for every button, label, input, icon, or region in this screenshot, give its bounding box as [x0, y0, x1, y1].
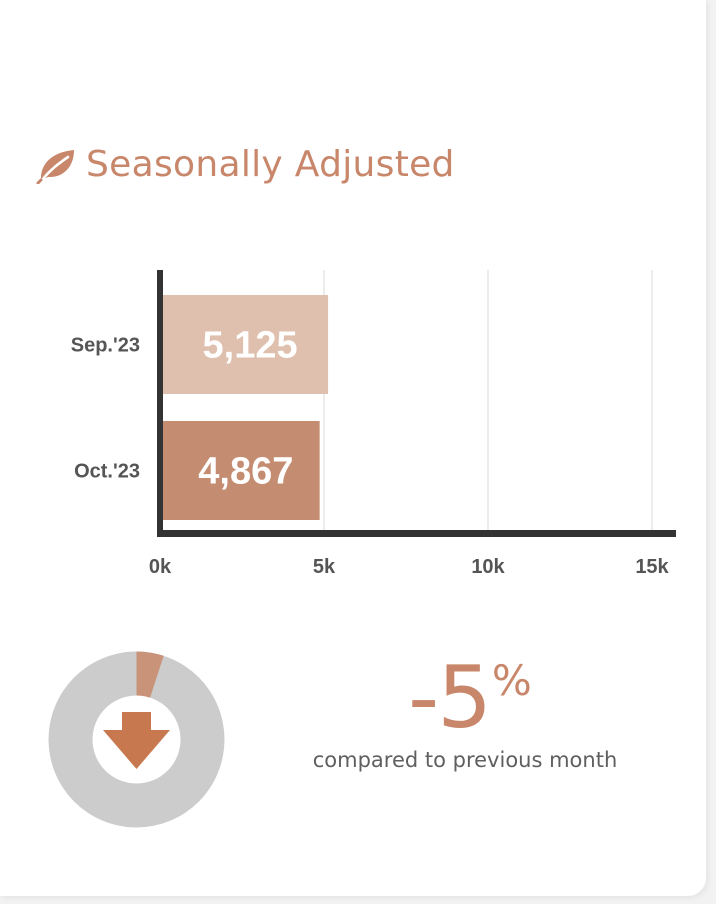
bar-data-label: 4,867: [198, 451, 293, 493]
bar-chart: 5,125 Sep.'23 4,867 Oct.'23 0k 5k 10k 15k: [71, 270, 676, 578]
bar: [163, 421, 320, 520]
section-header: Seasonally Adjusted: [36, 136, 455, 192]
x-tick-label: 0k: [149, 556, 172, 578]
x-tick-label: 5k: [313, 556, 336, 578]
card: Seasonally Adjusted 5,125 Sep.'23 4,867 Oct…: [0, 0, 706, 896]
change-percentage: -5%: [380, 650, 560, 746]
down-arrow-icon: [103, 712, 170, 769]
y-axis-line: [157, 270, 163, 537]
percent-sign: %: [491, 656, 532, 705]
change-donut: [48, 651, 225, 828]
bar: [163, 295, 329, 394]
y-tick-label: Oct.'23: [74, 461, 140, 483]
x-tick-label: 10k: [471, 556, 505, 578]
y-tick-label: Sep.'23: [71, 335, 140, 357]
x-tick-label: 15k: [635, 556, 669, 578]
change-value: -5: [408, 648, 492, 748]
bar-data-label: 5,125: [203, 325, 298, 367]
section-title: Seasonally Adjusted: [86, 143, 455, 185]
x-axis-line: [157, 530, 676, 537]
leaf-icon: [36, 150, 74, 184]
change-caption: compared to previous month: [312, 748, 618, 772]
